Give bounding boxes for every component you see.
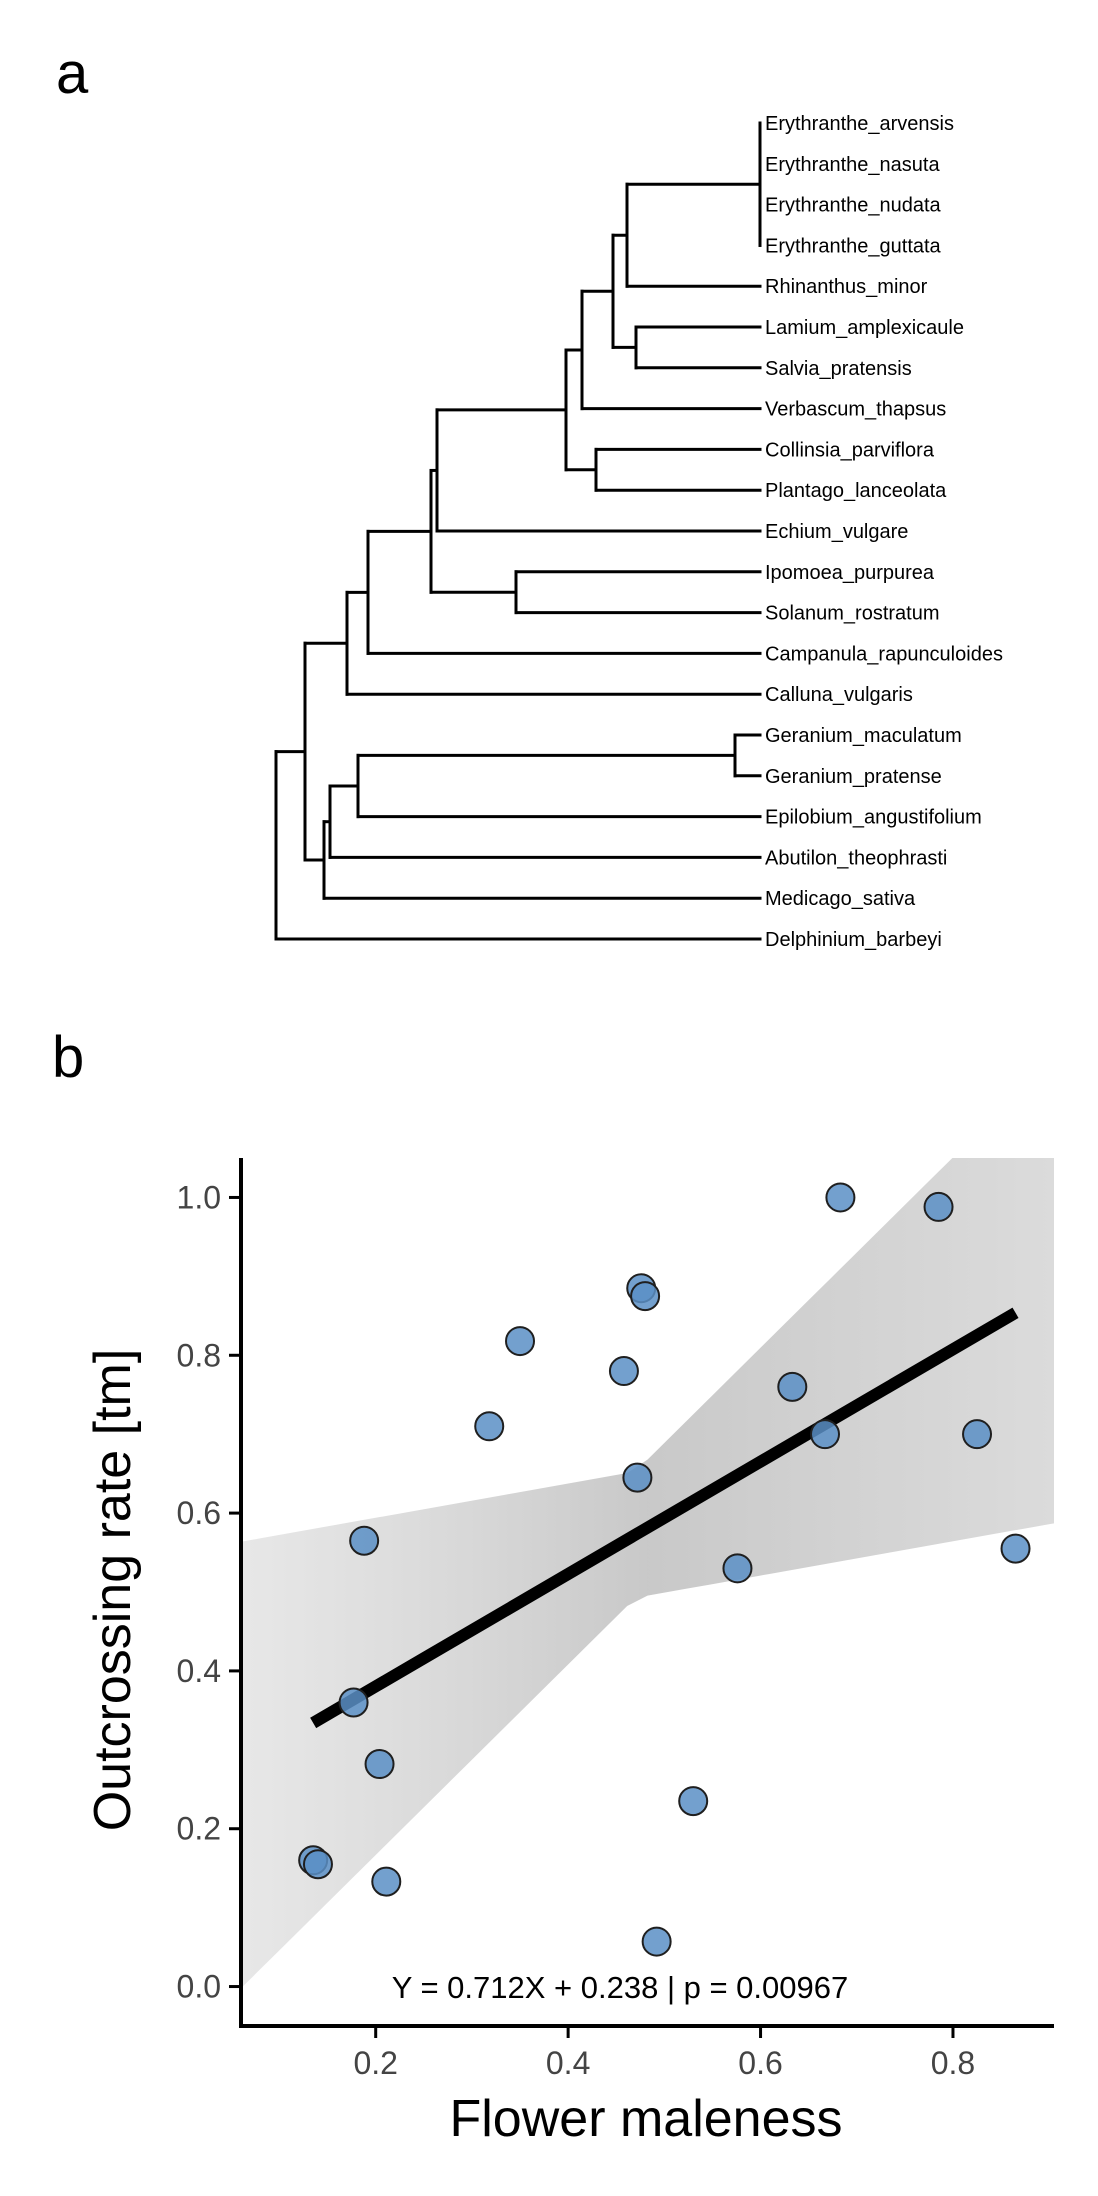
x-tick-label: 0.4 [546, 2045, 590, 2081]
data-point [1000, 1533, 1031, 1564]
y-tick-label: 1.0 [177, 1179, 221, 1215]
y-axis-title: Outcrossing rate [tm] [84, 1349, 142, 1832]
data-point [630, 1281, 661, 1312]
regression-annotation: Y = 0.712X + 0.238 | p = 0.00967 [392, 1970, 849, 2005]
data-point [349, 1525, 380, 1556]
tip-label: Ipomoea_purpurea [765, 562, 935, 584]
y-tick-label: 0.2 [177, 1811, 221, 1847]
tip-label: Epilobium_angustifolium [765, 807, 982, 829]
tip-label: Erythranthe_nudata [765, 195, 942, 217]
confidence-band-area [241, 1158, 1054, 1989]
tip-label: Delphinium_barbeyi [765, 929, 942, 951]
panel-b-label: b [52, 1025, 85, 1090]
tip-label: Verbascum_thapsus [765, 399, 946, 421]
data-point [371, 1866, 402, 1897]
data-point [364, 1749, 395, 1780]
tip-label: Lamium_amplexicaule [765, 317, 964, 339]
tip-label: Collinsia_parviflora [765, 439, 935, 461]
data-point [923, 1191, 954, 1222]
data-point [825, 1182, 856, 1213]
tip-label: Campanula_rapunculoides [765, 643, 1003, 665]
regression-line [310, 1307, 1019, 1729]
data-point [810, 1419, 841, 1450]
tip-label: Rhinanthus_minor [765, 276, 928, 298]
scatter-plot: 0.0 0.2 0.4 0.6 0.8 1.0 0.2 0.4 0.6 0.8 Y = 0.712… [84, 1158, 1054, 2148]
regression-line-group [310, 1307, 1019, 1729]
panel-a-label: a [56, 41, 89, 106]
data-point [622, 1462, 653, 1493]
data-point [302, 1849, 333, 1880]
data-points [298, 1182, 1031, 1957]
tip-label: Medicago_sativa [765, 888, 916, 910]
x-tick-label: 0.8 [931, 2045, 975, 2081]
tip-label: Erythranthe_arvensis [765, 113, 954, 135]
tip-label: Abutilon_theophrasti [765, 847, 947, 869]
data-point [505, 1326, 536, 1357]
data-point [777, 1371, 808, 1402]
tip-label: Erythranthe_nasuta [765, 154, 940, 176]
axes: 0.0 0.2 0.4 0.6 0.8 1.0 0.2 0.4 0.6 0.8 [177, 1158, 1054, 2081]
x-tick-label: 0.6 [738, 2045, 782, 2081]
y-tick-label: 0.8 [177, 1337, 221, 1373]
tip-label: Geranium_maculatum [765, 725, 962, 747]
x-tick-label: 0.2 [353, 2045, 397, 2081]
confidence-band [241, 1158, 1054, 1989]
tip-label: Solanum_rostratum [765, 603, 940, 625]
data-point [641, 1926, 672, 1957]
data-point [338, 1687, 369, 1718]
data-point [608, 1356, 639, 1387]
x-axis-title: Flower maleness [449, 2090, 842, 2148]
y-tick-label: 0.4 [177, 1653, 221, 1689]
y-tick-label: 0.0 [177, 1969, 221, 2005]
phylogenetic-tree: Erythranthe_arvensis Erythranthe_nasuta Er… [274, 113, 1003, 951]
tip-label: Salvia_pratensis [765, 358, 912, 380]
data-point [678, 1786, 709, 1817]
tip-label: Calluna_vulgaris [765, 684, 913, 706]
y-tick-label: 0.6 [177, 1495, 221, 1531]
data-point [962, 1419, 993, 1450]
tip-label: Erythranthe_guttata [765, 235, 942, 257]
tip-label: Echium_vulgare [765, 521, 908, 543]
data-point [722, 1553, 753, 1584]
tip-label: Geranium_pratense [765, 766, 942, 788]
tip-label: Plantago_lanceolata [765, 480, 947, 502]
data-point [474, 1411, 505, 1442]
